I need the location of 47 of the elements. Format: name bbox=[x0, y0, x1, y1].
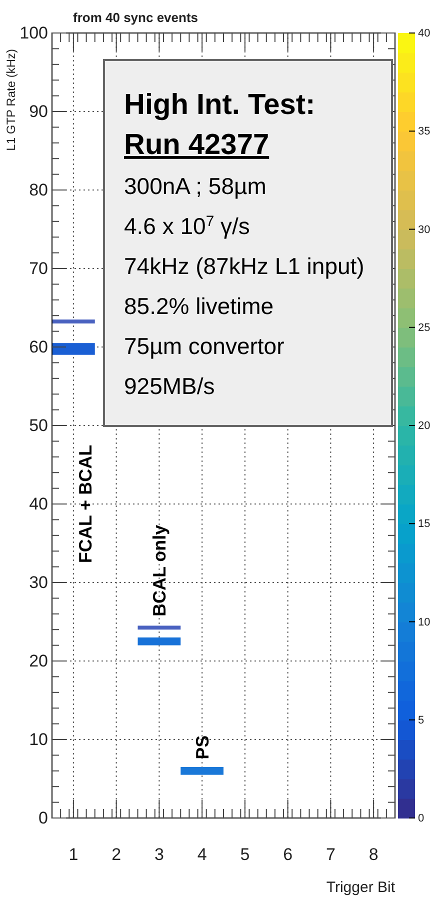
color-bar-label: 20 bbox=[418, 420, 430, 432]
annotation: BCAL only bbox=[149, 524, 170, 617]
bar bbox=[138, 626, 181, 630]
chart-title: from 40 sync events bbox=[73, 10, 198, 25]
x-tick-label: 2 bbox=[112, 845, 122, 864]
color-bar-label: 40 bbox=[418, 28, 430, 40]
annotation: 300nA ; 58µm bbox=[124, 173, 266, 199]
bar bbox=[138, 637, 181, 646]
color-bar-label: 5 bbox=[418, 714, 424, 726]
x-tick-label: 7 bbox=[326, 845, 336, 864]
x-tick-label: 3 bbox=[154, 845, 164, 864]
y-tick-label: 50 bbox=[29, 416, 48, 435]
y-tick-label: 30 bbox=[29, 572, 48, 592]
x-axis-title: Trigger Bit bbox=[326, 879, 396, 896]
annotation: High Int. Test: bbox=[124, 89, 316, 121]
annotation: FCAL + BCAL bbox=[75, 444, 96, 564]
annotation: Run 42377 bbox=[124, 129, 270, 161]
color-bar-label: 30 bbox=[418, 224, 430, 236]
y-axis-title: L1 GTP Rate (kHz) bbox=[4, 49, 18, 151]
annotation: PS bbox=[192, 735, 212, 760]
bar bbox=[52, 343, 95, 355]
y-tick-label: 10 bbox=[29, 730, 48, 749]
y-tick-label: 20 bbox=[29, 651, 48, 670]
bar bbox=[52, 320, 95, 324]
y-tick-label: 100 bbox=[20, 23, 48, 42]
color-bar-label: 15 bbox=[418, 518, 430, 530]
annotation: 75µm convertor bbox=[124, 333, 285, 359]
color-bar-label: 25 bbox=[418, 322, 430, 334]
annotation: 85.2% livetime bbox=[124, 293, 274, 319]
y-tick-label: 40 bbox=[29, 494, 48, 514]
x-tick-label: 4 bbox=[197, 845, 207, 864]
x-tick-label: 6 bbox=[283, 845, 293, 864]
color-bar-label: 0 bbox=[418, 812, 424, 825]
annotation: 74kHz (87kHz L1 input) bbox=[124, 253, 364, 279]
x-tick-label: 8 bbox=[368, 845, 378, 864]
x-tick-label: 1 bbox=[68, 845, 78, 864]
y-tick-label: 90 bbox=[29, 102, 48, 121]
bar bbox=[180, 766, 224, 775]
color-bar-label: 35 bbox=[418, 126, 430, 138]
y-tick-label: 70 bbox=[29, 258, 48, 278]
x-tick-label: 5 bbox=[240, 845, 250, 864]
annotation: 4.6 x 10$^{7}$ γ/s bbox=[124, 212, 250, 239]
color-bar-label: 10 bbox=[418, 616, 430, 628]
y-tick-label: 60 bbox=[29, 337, 48, 356]
annotation: 925MB/s bbox=[124, 373, 215, 399]
y-tick-label: 80 bbox=[29, 180, 48, 200]
y-tick-label: 0 bbox=[38, 808, 48, 828]
